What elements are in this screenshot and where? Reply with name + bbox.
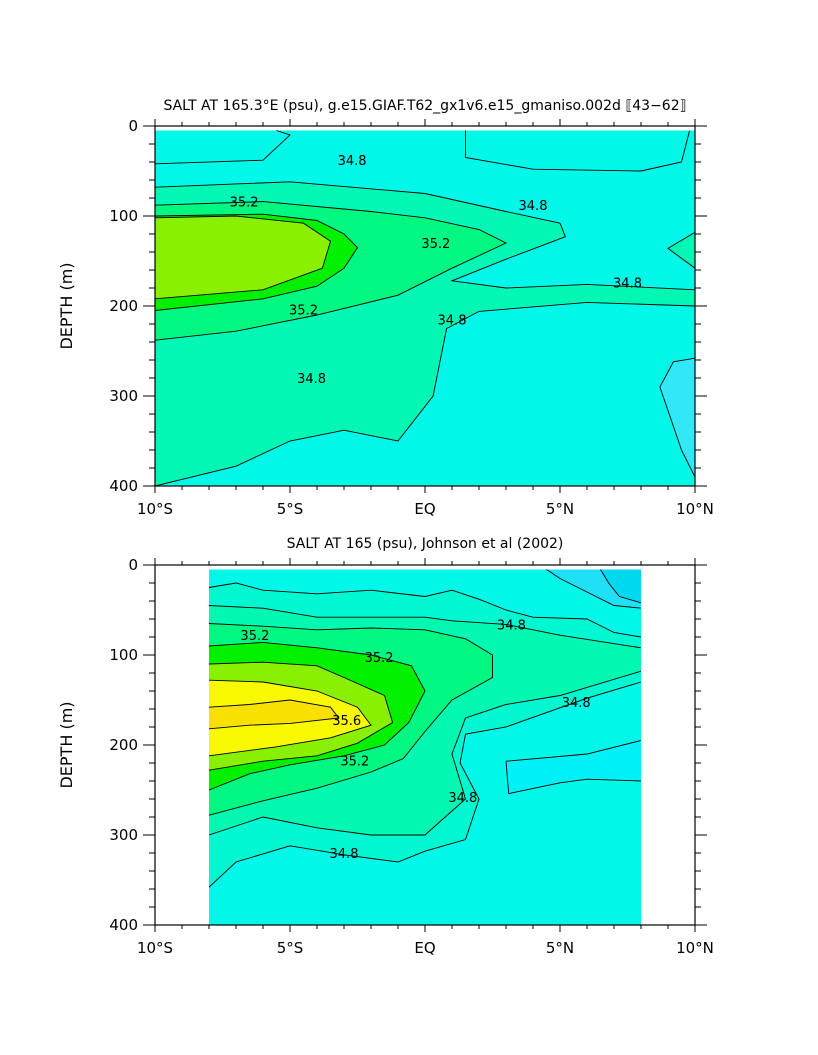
y-axis-label: DEPTH (m) [57,701,76,788]
y-tick-label: 400 [109,916,138,934]
contour-line [155,130,291,165]
contour-line [155,215,332,300]
filled-bands [155,181,695,486]
model-salinity-panel: SALT AT 165.3°E (psu), g.e15.GIAF.T62_gx… [57,98,714,518]
x-tick-label: 5°S [277,939,304,957]
contour-label: 34.8 [613,277,642,292]
contour-label: 34.8 [519,199,548,214]
contour-label: 34.8 [330,847,359,862]
x-tick-label: 10°N [676,939,714,957]
panel-title: SALT AT 165 (psu), Johnson et al (2002) [287,536,564,552]
contour-lines [155,130,695,486]
x-tick-label: EQ [414,939,435,957]
contour-line [208,582,642,638]
contour-label: 34.8 [562,696,591,711]
contour-line [667,231,695,269]
contour-label: 34.8 [448,791,477,806]
x-tick-label: 10°N [676,500,714,518]
contour-line [155,201,508,341]
contour-line [600,569,642,604]
contour-lines [208,569,642,888]
y-tick-label: 300 [109,826,138,844]
contour-label: 35.2 [421,237,450,252]
contour-line [155,301,695,486]
contour-label: 35.2 [289,304,318,319]
contour-line [208,661,394,771]
x-tick-label: 5°N [546,939,574,957]
y-tick-label: 400 [109,477,138,495]
x-tick-label: 5°N [546,500,574,518]
contour-label: 35.2 [365,651,394,666]
y-tick-label: 100 [109,207,138,225]
y-tick-label: 200 [109,297,138,315]
x-tick-label: 10°S [137,939,173,957]
contour-label: 34.8 [497,618,526,633]
y-tick-label: 100 [109,646,138,664]
salinity-band [659,358,695,477]
contour-line [155,181,695,291]
contour-label: 35.2 [230,196,259,211]
contour-label: 34.8 [297,372,326,387]
x-tick-label: EQ [414,500,435,518]
y-axis-label: DEPTH (m) [57,262,76,349]
contour-label: 34.8 [338,154,367,169]
contour-line [208,681,642,888]
contour-label: 35.2 [340,754,369,769]
contour-line [208,641,426,791]
contour-line [208,679,372,757]
contour-label: 34.8 [438,314,467,329]
x-tick-label: 5°S [277,500,304,518]
contour-line [505,740,642,762]
salinity-band [668,232,695,269]
contour-line [546,569,642,609]
salinity-band [600,569,641,603]
salinity-band [506,740,641,794]
y-tick-label: 300 [109,387,138,405]
contour-line [208,623,493,816]
y-tick-label: 200 [109,736,138,754]
contour-line [505,761,642,795]
y-tick-label: 0 [128,117,138,135]
contour-label: 35.2 [240,629,269,644]
contour-line [208,605,642,649]
observed-salinity-panel: SALT AT 165 (psu), Johnson et al (2002) … [57,536,714,957]
contour-line [208,699,340,730]
contour-line [465,130,691,172]
contour-line [155,213,359,311]
y-tick-label: 0 [128,556,138,574]
contour-label: 35.6 [332,714,361,729]
contour-line [659,357,695,478]
contour-line [208,670,642,836]
x-tick-label: 10°S [137,500,173,518]
salinity-band [155,216,331,299]
panel-title: SALT AT 165.3°E (psu), g.e15.GIAF.T62_gx… [163,98,686,114]
